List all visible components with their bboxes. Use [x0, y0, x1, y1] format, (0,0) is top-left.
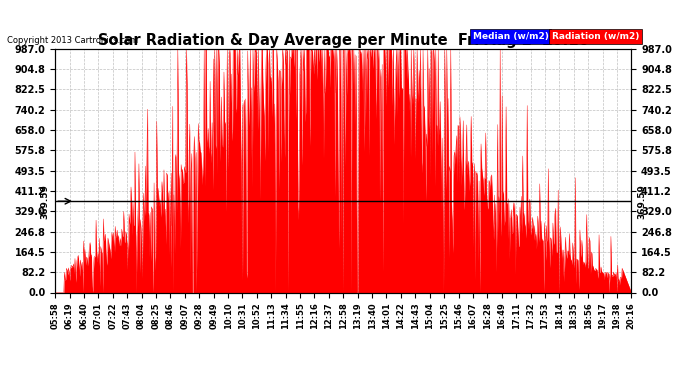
Text: 369.59: 369.59 [41, 184, 50, 219]
Text: Median (w/m2): Median (w/m2) [473, 32, 549, 41]
Text: Radiation (w/m2): Radiation (w/m2) [552, 32, 640, 41]
Title: Solar Radiation & Day Average per Minute  Fri Aug 2  20:16: Solar Radiation & Day Average per Minute… [98, 33, 589, 48]
Text: Copyright 2013 Cartronics.com: Copyright 2013 Cartronics.com [7, 36, 138, 45]
Text: 369.59: 369.59 [637, 184, 646, 219]
